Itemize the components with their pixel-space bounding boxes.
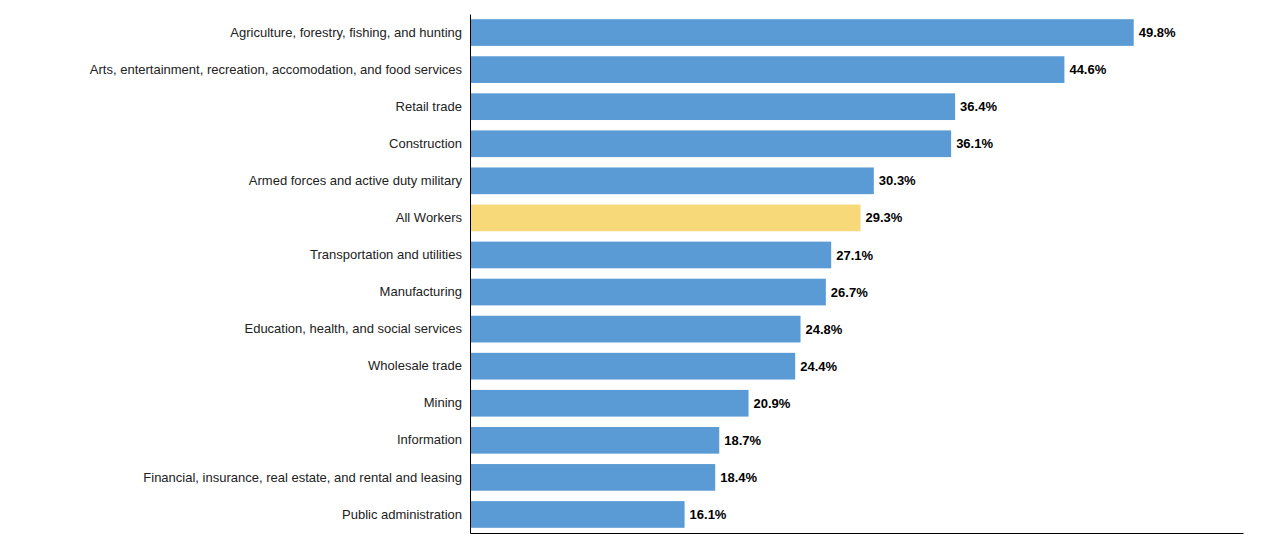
- y-tick: Information: [397, 432, 462, 447]
- data-label: 24.4%: [800, 359, 837, 374]
- bar: [470, 93, 955, 120]
- bar: [470, 130, 951, 157]
- data-label: 36.1%: [956, 136, 993, 151]
- y-axis-line: [470, 15, 471, 534]
- y-tick-label: Arts, entertainment, recreation, accomod…: [90, 62, 463, 77]
- y-tick-label: Public administration: [342, 507, 462, 522]
- y-tick: Mining: [424, 395, 462, 410]
- bar: [470, 19, 1134, 46]
- data-label: 20.9%: [754, 396, 791, 411]
- data-label: 30.3%: [879, 173, 916, 188]
- data-label: 36.4%: [960, 99, 997, 114]
- y-tick-label: Education, health, and social services: [244, 321, 462, 336]
- data-label: 26.7%: [831, 285, 868, 300]
- bar: [470, 464, 715, 491]
- y-tick: Manufacturing: [380, 284, 462, 299]
- bar: [470, 501, 685, 528]
- bar: [470, 242, 831, 269]
- bars: [470, 19, 1134, 528]
- bar: [470, 353, 795, 380]
- y-tick: Armed forces and active duty military: [249, 173, 463, 188]
- data-label: 49.8%: [1139, 25, 1176, 40]
- y-tick: All Workers: [396, 210, 463, 225]
- x-axis-line: [471, 533, 1244, 534]
- data-label: 18.4%: [720, 470, 757, 485]
- y-tick: Arts, entertainment, recreation, accomod…: [90, 62, 463, 77]
- y-tick-label: Agriculture, forestry, fishing, and hunt…: [230, 25, 462, 40]
- y-tick: Agriculture, forestry, fishing, and hunt…: [230, 25, 462, 40]
- y-tick: Education, health, and social services: [244, 321, 462, 336]
- plot: Public administration Financial, insuranc…: [90, 15, 1244, 534]
- y-axis: Public administration Financial, insuranc…: [90, 15, 471, 534]
- y-tick: Retail trade: [396, 99, 462, 114]
- data-label: 44.6%: [1069, 62, 1106, 77]
- bar: [470, 205, 860, 232]
- bar: [470, 279, 826, 306]
- y-tick: Public administration: [342, 507, 462, 522]
- y-tick-label: Armed forces and active duty military: [249, 173, 463, 188]
- data-label: 29.3%: [865, 210, 902, 225]
- bar: [470, 427, 719, 454]
- y-tick-label: Retail trade: [396, 99, 462, 114]
- data-labels: 16.1% 18.4% 18.7% 20.9% 24.4% 24.8% 26.7% 27.1%…: [690, 25, 1176, 522]
- y-tick-label: Information: [397, 432, 462, 447]
- y-tick-label: Construction: [389, 136, 462, 151]
- y-tick-label: All Workers: [396, 210, 463, 225]
- bar: [470, 167, 874, 194]
- x-axis: [471, 533, 1244, 534]
- y-tick-label: Manufacturing: [380, 284, 462, 299]
- data-label: 24.8%: [806, 322, 843, 337]
- y-tick: Wholesale trade: [368, 358, 462, 373]
- bar: [470, 316, 801, 343]
- y-tick-label: Wholesale trade: [368, 358, 462, 373]
- chart: Public administration Financial, insuranc…: [0, 0, 1283, 557]
- y-tick: Financial, insurance, real estate, and r…: [143, 470, 462, 485]
- bar: [470, 390, 749, 417]
- data-label: 16.1%: [690, 507, 727, 522]
- data-label: 18.7%: [724, 433, 761, 448]
- y-tick: Transportation and utilities: [310, 247, 462, 262]
- data-label: 27.1%: [836, 248, 873, 263]
- y-tick-label: Transportation and utilities: [310, 247, 462, 262]
- y-tick-label: Mining: [424, 395, 462, 410]
- y-tick: Construction: [389, 136, 462, 151]
- bar: [470, 56, 1064, 83]
- y-tick-label: Financial, insurance, real estate, and r…: [143, 470, 462, 485]
